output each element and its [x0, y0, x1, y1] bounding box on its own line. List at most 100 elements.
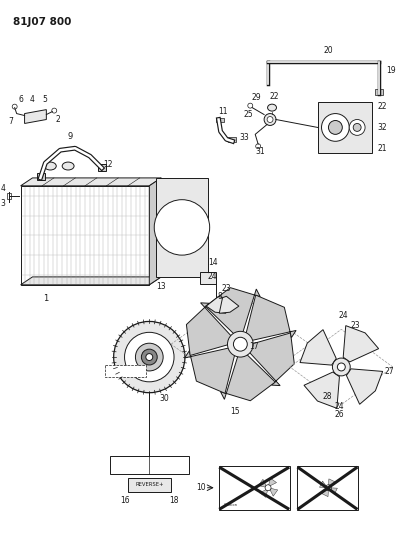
Text: 14: 14: [208, 257, 218, 266]
Ellipse shape: [52, 108, 57, 113]
Text: 2: 2: [56, 115, 61, 124]
Polygon shape: [25, 110, 46, 124]
Polygon shape: [270, 488, 278, 496]
Text: 6: 6: [18, 95, 23, 104]
Ellipse shape: [349, 119, 365, 135]
Ellipse shape: [12, 104, 17, 109]
Polygon shape: [269, 478, 276, 486]
Bar: [98, 164, 106, 171]
Text: 13: 13: [157, 282, 166, 292]
Bar: [128, 478, 171, 491]
Ellipse shape: [256, 144, 261, 149]
Polygon shape: [219, 296, 239, 313]
Polygon shape: [300, 329, 336, 365]
Text: 8: 8: [217, 292, 222, 301]
Text: 3: 3: [0, 199, 5, 208]
Text: 10: 10: [196, 483, 206, 492]
Ellipse shape: [325, 484, 331, 491]
Bar: [215, 118, 224, 123]
Polygon shape: [21, 277, 161, 285]
Polygon shape: [249, 333, 294, 385]
Text: 18: 18: [169, 496, 179, 505]
Bar: [318, 102, 372, 153]
Text: 31: 31: [255, 147, 265, 156]
Text: 81J07 800: 81J07 800: [13, 17, 71, 27]
Ellipse shape: [353, 124, 361, 132]
Ellipse shape: [124, 332, 174, 382]
Ellipse shape: [267, 117, 273, 123]
Text: 9: 9: [68, 132, 73, 141]
Polygon shape: [206, 296, 226, 313]
Text: 24: 24: [335, 402, 344, 411]
Ellipse shape: [265, 484, 271, 491]
Ellipse shape: [44, 162, 56, 170]
Bar: [7, 193, 11, 199]
Polygon shape: [258, 479, 266, 487]
Text: 22: 22: [377, 102, 386, 111]
Polygon shape: [331, 488, 337, 495]
Text: 24: 24: [339, 311, 348, 320]
Text: 24: 24: [208, 272, 218, 281]
Text: 4: 4: [0, 184, 5, 193]
Ellipse shape: [248, 103, 253, 108]
Ellipse shape: [114, 321, 185, 393]
Bar: [105, 365, 146, 377]
Ellipse shape: [136, 343, 163, 371]
Ellipse shape: [337, 363, 345, 371]
Bar: [219, 466, 290, 511]
Ellipse shape: [146, 353, 153, 360]
Text: REVERSE+: REVERSE+: [135, 482, 164, 487]
Bar: [156, 178, 208, 277]
Text: 30: 30: [159, 394, 169, 403]
Bar: [297, 466, 358, 511]
Text: 33: 33: [239, 133, 249, 142]
Text: 11: 11: [218, 107, 227, 116]
Text: 17: 17: [249, 342, 259, 351]
Ellipse shape: [154, 200, 210, 255]
Ellipse shape: [234, 337, 247, 351]
Text: 22: 22: [269, 92, 279, 101]
Bar: [37, 173, 45, 180]
Bar: [229, 138, 236, 142]
Ellipse shape: [328, 120, 342, 134]
Polygon shape: [21, 178, 161, 186]
Polygon shape: [260, 490, 267, 497]
Text: 16: 16: [120, 496, 129, 505]
Bar: [110, 456, 189, 474]
Ellipse shape: [332, 358, 350, 376]
Polygon shape: [304, 372, 339, 408]
Text: 21: 21: [377, 144, 386, 153]
Text: 5: 5: [42, 95, 47, 104]
Text: 27: 27: [384, 367, 393, 376]
Polygon shape: [343, 326, 379, 362]
Text: 29: 29: [251, 93, 261, 102]
Text: 26: 26: [335, 410, 344, 419]
Text: 7: 7: [8, 117, 13, 126]
Polygon shape: [246, 295, 296, 341]
Text: 4: 4: [30, 95, 35, 104]
Polygon shape: [149, 178, 161, 285]
Bar: [200, 272, 215, 284]
Polygon shape: [346, 369, 383, 405]
Text: 19: 19: [386, 66, 396, 75]
Polygon shape: [185, 348, 235, 393]
Text: 28: 28: [323, 392, 332, 401]
Text: 25: 25: [243, 110, 253, 119]
Polygon shape: [329, 479, 335, 486]
Polygon shape: [220, 354, 275, 401]
Text: 23: 23: [222, 284, 231, 293]
Text: 12: 12: [103, 159, 112, 168]
Text: 1: 1: [43, 294, 48, 303]
Polygon shape: [186, 303, 232, 356]
Polygon shape: [320, 481, 326, 488]
Ellipse shape: [141, 349, 157, 365]
Polygon shape: [206, 288, 260, 334]
Ellipse shape: [62, 162, 74, 170]
Text: 20: 20: [324, 46, 333, 55]
Text: Caution: Caution: [224, 503, 237, 506]
Ellipse shape: [321, 114, 349, 141]
Ellipse shape: [227, 332, 253, 357]
Text: 23: 23: [350, 321, 360, 330]
Polygon shape: [322, 490, 328, 497]
Text: 15: 15: [231, 407, 240, 416]
